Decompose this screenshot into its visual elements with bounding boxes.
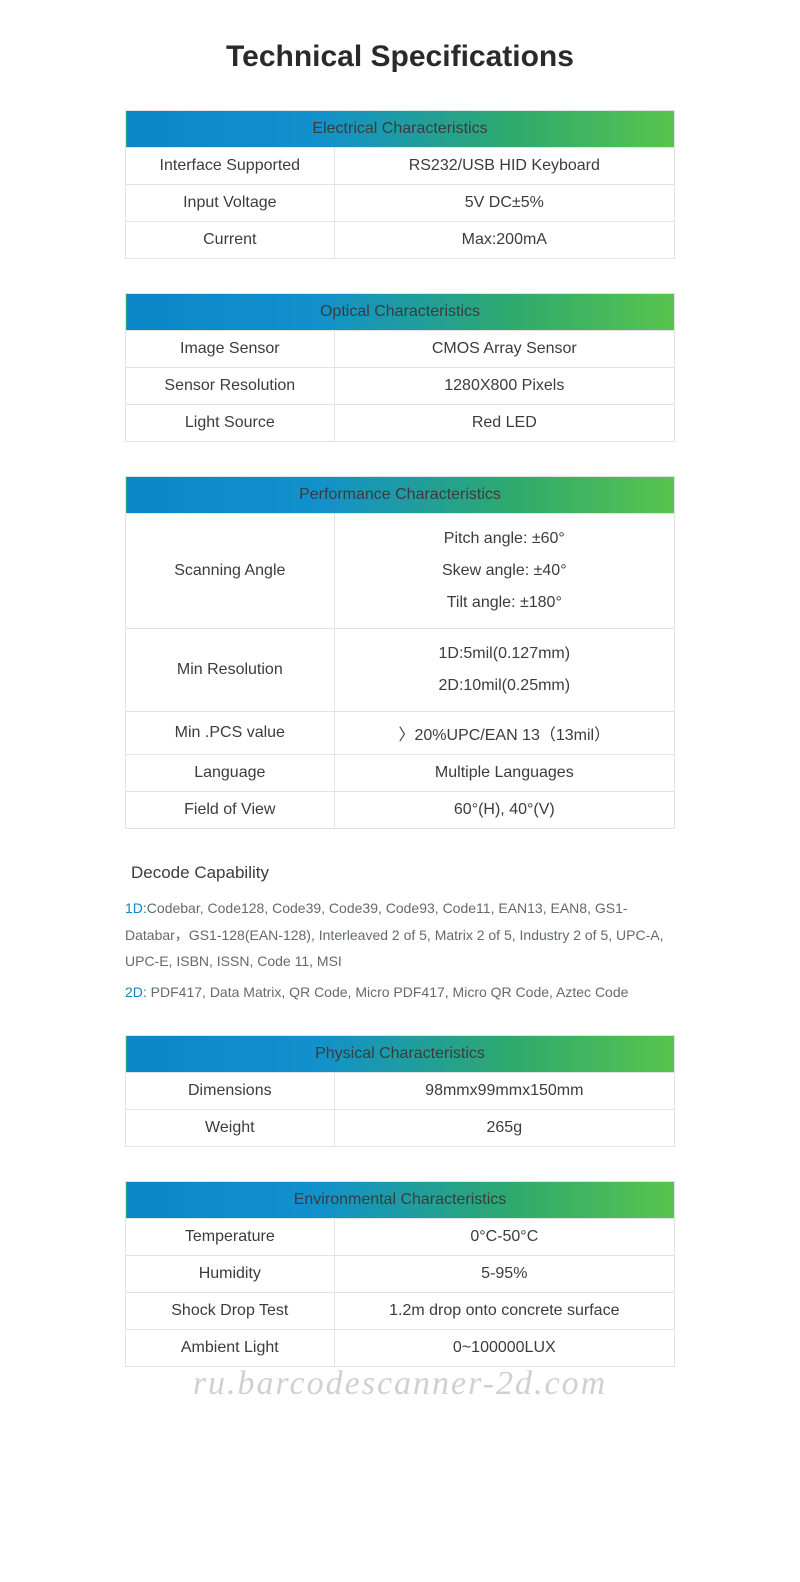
table-header-environmental: Environmental Characteristics xyxy=(126,1182,675,1219)
spec-label: Humidity xyxy=(126,1256,335,1293)
spec-label: Dimensions xyxy=(126,1073,335,1110)
table-header-optical: Optical Characteristics xyxy=(126,294,675,331)
table-electrical: Electrical Characteristics Interface Sup… xyxy=(125,110,675,259)
spec-value: 60°(H), 40°(V) xyxy=(334,792,674,829)
spec-value: Multiple Languages xyxy=(334,755,674,792)
table-row: Scanning AnglePitch angle: ±60°Skew angl… xyxy=(126,514,675,629)
table-environmental: Environmental Characteristics Temperatur… xyxy=(125,1181,675,1367)
spec-label: Temperature xyxy=(126,1219,335,1256)
table-row: Sensor Resolution1280X800 Pixels xyxy=(126,368,675,405)
spec-value: Pitch angle: ±60°Skew angle: ±40°Tilt an… xyxy=(334,514,674,629)
spec-label: Input Voltage xyxy=(126,185,335,222)
decode-title: Decode Capability xyxy=(131,863,675,883)
table-body-performance: Scanning AnglePitch angle: ±60°Skew angl… xyxy=(126,514,675,829)
spec-value: Red LED xyxy=(334,405,674,442)
table-row: Interface SupportedRS232/USB HID Keyboar… xyxy=(126,148,675,185)
table-row: Shock Drop Test1.2m drop onto concrete s… xyxy=(126,1293,675,1330)
table-row: CurrentMax:200mA xyxy=(126,222,675,259)
table-row: Ambient Light0~100000LUX xyxy=(126,1330,675,1367)
spec-label: Min Resolution xyxy=(126,629,335,712)
spec-label: Image Sensor xyxy=(126,331,335,368)
spec-value: 0°C-50°C xyxy=(334,1219,674,1256)
table-header-performance: Performance Characteristics xyxy=(126,477,675,514)
spec-label: Ambient Light xyxy=(126,1330,335,1367)
table-body-physical: Dimensions98mmx99mmx150mmWeight265g xyxy=(126,1073,675,1147)
decode-line: 2D: PDF417, Data Matrix, QR Code, Micro … xyxy=(125,979,675,1006)
table-row: Weight265g xyxy=(126,1110,675,1147)
page-title: Technical Specifications xyxy=(50,40,750,74)
table-row: Min .PCS value〉20%UPC/EAN 13（13mil） xyxy=(126,712,675,755)
table-performance: Performance Characteristics Scanning Ang… xyxy=(125,476,675,829)
table-header-electrical: Electrical Characteristics xyxy=(126,111,675,148)
spec-value: 265g xyxy=(334,1110,674,1147)
table-row: Dimensions98mmx99mmx150mm xyxy=(126,1073,675,1110)
decode-prefix: 2D: xyxy=(125,984,147,1000)
spec-label: Interface Supported xyxy=(126,148,335,185)
decode-capability-block: Decode Capability 1D:Codebar, Code128, C… xyxy=(125,863,675,1005)
spec-label: Weight xyxy=(126,1110,335,1147)
spec-label: Sensor Resolution xyxy=(126,368,335,405)
table-row: Image SensorCMOS Array Sensor xyxy=(126,331,675,368)
table-row: Humidity5-95% xyxy=(126,1256,675,1293)
spec-value: CMOS Array Sensor xyxy=(334,331,674,368)
spec-value: 5V DC±5% xyxy=(334,185,674,222)
table-row: Min Resolution1D:5mil(0.127mm)2D:10mil(0… xyxy=(126,629,675,712)
spec-label: Language xyxy=(126,755,335,792)
table-row: LanguageMultiple Languages xyxy=(126,755,675,792)
table-body-electrical: Interface SupportedRS232/USB HID Keyboar… xyxy=(126,148,675,259)
spec-label: Shock Drop Test xyxy=(126,1293,335,1330)
spec-value: 1280X800 Pixels xyxy=(334,368,674,405)
table-row: Field of View60°(H), 40°(V) xyxy=(126,792,675,829)
spec-value: RS232/USB HID Keyboard xyxy=(334,148,674,185)
spec-label: Current xyxy=(126,222,335,259)
decode-line: 1D:Codebar, Code128, Code39, Code39, Cod… xyxy=(125,895,675,975)
spec-value: 1D:5mil(0.127mm)2D:10mil(0.25mm) xyxy=(334,629,674,712)
decode-lines: 1D:Codebar, Code128, Code39, Code39, Cod… xyxy=(125,895,675,1005)
table-row: Light SourceRed LED xyxy=(126,405,675,442)
table-body-environmental: Temperature0°C-50°CHumidity5-95%Shock Dr… xyxy=(126,1219,675,1367)
table-physical: Physical Characteristics Dimensions98mmx… xyxy=(125,1035,675,1147)
table-row: Input Voltage5V DC±5% xyxy=(126,185,675,222)
spec-label: Field of View xyxy=(126,792,335,829)
watermark-text: ru.barcodescanner-2d.com xyxy=(0,1365,800,1403)
spec-label: Min .PCS value xyxy=(126,712,335,755)
spec-label: Light Source xyxy=(126,405,335,442)
table-row: Temperature0°C-50°C xyxy=(126,1219,675,1256)
table-body-optical: Image SensorCMOS Array SensorSensor Reso… xyxy=(126,331,675,442)
spec-value: 1.2m drop onto concrete surface xyxy=(334,1293,674,1330)
spec-value: 98mmx99mmx150mm xyxy=(334,1073,674,1110)
spec-value: 〉20%UPC/EAN 13（13mil） xyxy=(334,712,674,755)
spec-label: Scanning Angle xyxy=(126,514,335,629)
spec-value: 0~100000LUX xyxy=(334,1330,674,1367)
spec-value: 5-95% xyxy=(334,1256,674,1293)
spec-value: Max:200mA xyxy=(334,222,674,259)
decode-prefix: 1D: xyxy=(125,900,147,916)
table-optical: Optical Characteristics Image SensorCMOS… xyxy=(125,293,675,442)
table-header-physical: Physical Characteristics xyxy=(126,1036,675,1073)
